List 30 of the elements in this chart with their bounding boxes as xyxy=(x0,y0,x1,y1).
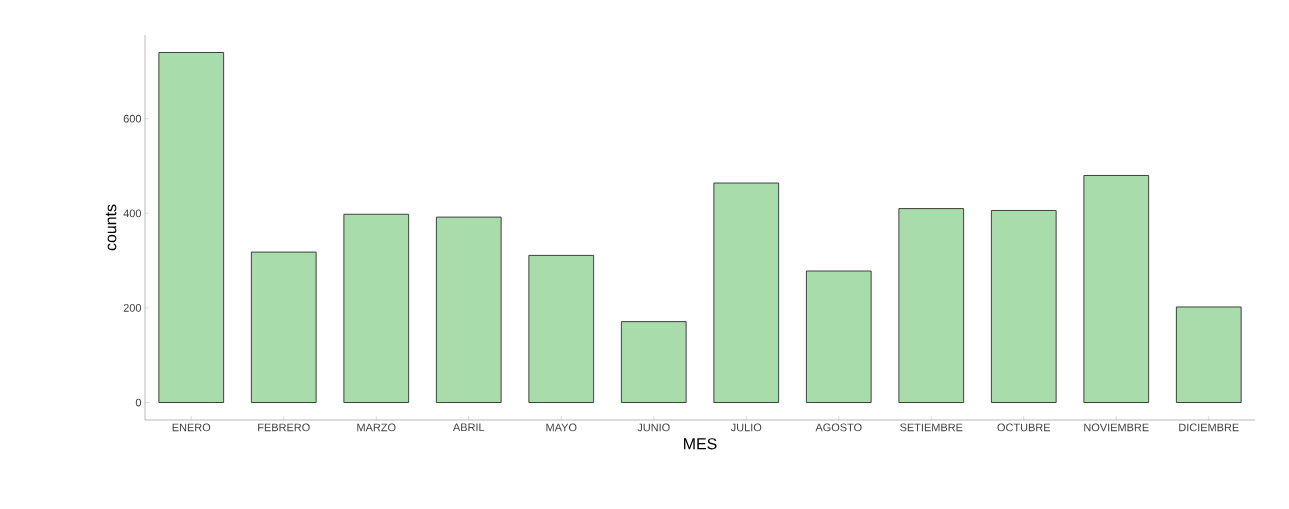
bar xyxy=(1083,174,1150,403)
bar xyxy=(805,270,872,403)
bar xyxy=(713,182,780,403)
bar xyxy=(343,213,410,403)
y-tick-label: 200 xyxy=(123,304,142,312)
bar xyxy=(1175,306,1242,403)
y-tick-label: 600 xyxy=(123,114,142,123)
x-tick-label: AGOSTO xyxy=(815,423,862,432)
bar xyxy=(528,254,595,403)
x-tick-label: MARZO xyxy=(357,423,396,432)
x-axis-title: MES xyxy=(684,438,717,450)
x-tick-label: OCTUBRE xyxy=(997,423,1051,432)
y-tick-label: 400 xyxy=(123,209,142,218)
x-tick-label: NOVIEMBRE xyxy=(1084,423,1149,432)
y-tick-label: 0 xyxy=(135,398,142,407)
x-tick-label: ABRIL xyxy=(452,423,485,432)
bar xyxy=(620,321,687,403)
bar xyxy=(250,251,317,403)
x-tick-label: DICIEMBRE xyxy=(1179,423,1239,432)
x-tick-label: ENERO xyxy=(172,423,211,432)
bar xyxy=(898,208,965,403)
x-tick-label: MAYO xyxy=(546,423,577,432)
x-tick-label: FEBRERO xyxy=(258,423,310,432)
y-axis-title: counts xyxy=(105,204,117,251)
x-tick-label: JULIO xyxy=(730,423,762,432)
bar xyxy=(990,209,1057,403)
bar xyxy=(435,216,502,403)
x-tick-label: JUNIO xyxy=(637,423,670,432)
bar xyxy=(158,52,225,403)
x-tick-label: SETIEMBRE xyxy=(900,423,963,432)
